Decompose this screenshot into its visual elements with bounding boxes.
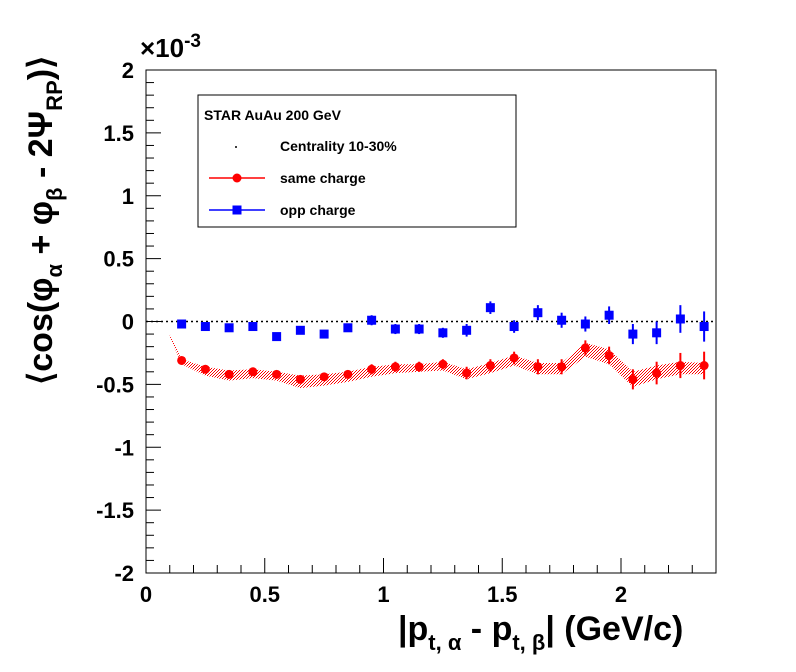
- opp-charge-point: [604, 310, 614, 320]
- same-charge-point: [675, 361, 685, 371]
- opp-charge-point: [367, 315, 377, 325]
- same-charge-point: [533, 362, 543, 372]
- same-charge-point: [652, 368, 662, 378]
- opp-charge-point: [628, 329, 638, 339]
- opp-charge-point: [272, 332, 282, 342]
- same-charge-point: [462, 368, 472, 378]
- opp-charge-point: [652, 328, 662, 338]
- same-charge-point: [485, 361, 495, 371]
- same-charge-point: [343, 369, 353, 379]
- x-tick-label: 0.5: [249, 582, 280, 607]
- same-charge-point: [177, 355, 187, 365]
- y-tick-label: -0.5: [96, 372, 134, 397]
- same-charge-point: [248, 367, 258, 377]
- x-axis-title-sub-1: t, α: [428, 630, 462, 655]
- legend-same-charge-label: same charge: [280, 170, 366, 186]
- opp-charge-point: [509, 322, 519, 332]
- same-charge-point: [438, 359, 448, 369]
- same-charge-point: [200, 364, 210, 374]
- y-axis-title-part-4: )⟩: [22, 56, 60, 81]
- opp-charge-point: [557, 315, 567, 325]
- same-charge-point: [628, 374, 638, 384]
- opp-charge-point: [533, 308, 543, 318]
- same-charge-point: [319, 372, 329, 382]
- opp-charge-point: [248, 322, 258, 332]
- y-axis-title-part-1: ⟨cos(φ: [22, 278, 60, 386]
- y-tick-label: -2: [114, 561, 134, 586]
- same-charge-point: [509, 353, 519, 363]
- y-multiplier-exponent: -3: [184, 31, 201, 52]
- y-tick-label: 2: [122, 58, 134, 83]
- same-charge-point: [604, 350, 614, 360]
- x-tick-label: 1.5: [487, 582, 518, 607]
- opp-charge-point: [200, 322, 210, 332]
- systematic-band: [169, 334, 705, 389]
- legend: STAR AuAu 200 GeV Centrality 10-30% same…: [197, 94, 517, 228]
- opp-charge-point: [343, 323, 353, 333]
- opp-charge-point: [224, 323, 234, 333]
- x-axis-title-sub-2: t, β: [512, 630, 545, 655]
- same-charge-point: [272, 369, 282, 379]
- opp-charge-point: [390, 324, 400, 334]
- y-axis-title-sub-3: RP: [42, 80, 67, 111]
- y-tick-label: 0.5: [103, 247, 134, 272]
- opp-charge-point: [699, 322, 709, 332]
- opp-charge-point: [438, 328, 448, 338]
- y-axis-title: ⟨cos(φα + φβ - 2ΨRP)⟩: [22, 56, 67, 385]
- y-tick-label: 0: [122, 310, 134, 335]
- y-axis-title-part-3: - 2Ψ: [22, 111, 60, 188]
- legend-opp-charge-marker: [232, 205, 242, 215]
- data-points-layer: [177, 301, 709, 390]
- same-charge-point: [390, 362, 400, 372]
- x-axis-title-part-1: |p: [398, 610, 428, 648]
- same-charge-point: [295, 374, 305, 384]
- opp-charge-point: [177, 319, 187, 329]
- y-tick-label: -1.5: [96, 498, 134, 523]
- legend-box: [197, 94, 517, 228]
- y-axis-title-part-2: + φ: [22, 201, 60, 264]
- x-tick-label: 1: [377, 582, 389, 607]
- x-axis-title-part-2: - p: [461, 610, 512, 648]
- same-charge-point: [699, 361, 709, 371]
- y-tick-label: -1: [114, 435, 134, 460]
- y-axis-title-sub-1: α: [42, 264, 67, 278]
- same-charge-point: [557, 362, 567, 372]
- same-charge-point: [224, 369, 234, 379]
- opp-charge-point: [462, 325, 472, 335]
- y-multiplier-base: ×10: [140, 33, 184, 63]
- opp-charge-point: [580, 319, 590, 329]
- legend-centrality-label: Centrality 10-30%: [280, 138, 397, 154]
- y-axis-title-sub-2: β: [42, 187, 67, 200]
- legend-title: STAR AuAu 200 GeV: [204, 107, 342, 123]
- opp-charge-point: [485, 303, 495, 313]
- legend-centrality-marker: [235, 146, 237, 148]
- y-multiplier: ×10-3: [140, 31, 201, 63]
- same-charge-point: [367, 364, 377, 374]
- y-tick-label: 1.5: [103, 121, 134, 146]
- opp-charge-point: [414, 324, 424, 334]
- opp-charge-point: [675, 314, 685, 324]
- axes-layer: 0 0.5 1 1.5 2 2 1.5 1 0.5 0 -0.5 -1 -1.5 -2: [96, 58, 717, 607]
- opp-charge-point: [295, 325, 305, 335]
- y-tick-label: 1: [122, 184, 134, 209]
- same-charge-point: [414, 362, 424, 372]
- systematic-band-layer: [169, 334, 705, 389]
- legend-same-charge-marker: [232, 173, 242, 183]
- x-tick-label: 0: [140, 582, 152, 607]
- x-axis-title-part-3: | (GeV/c): [545, 610, 683, 648]
- same-charge-point: [580, 343, 590, 353]
- opp-charge-point: [319, 329, 329, 339]
- x-axis-title: |pt, α - pt, β| (GeV/c): [398, 610, 683, 655]
- legend-opp-charge-label: opp charge: [280, 202, 356, 218]
- x-tick-label: 2: [615, 582, 627, 607]
